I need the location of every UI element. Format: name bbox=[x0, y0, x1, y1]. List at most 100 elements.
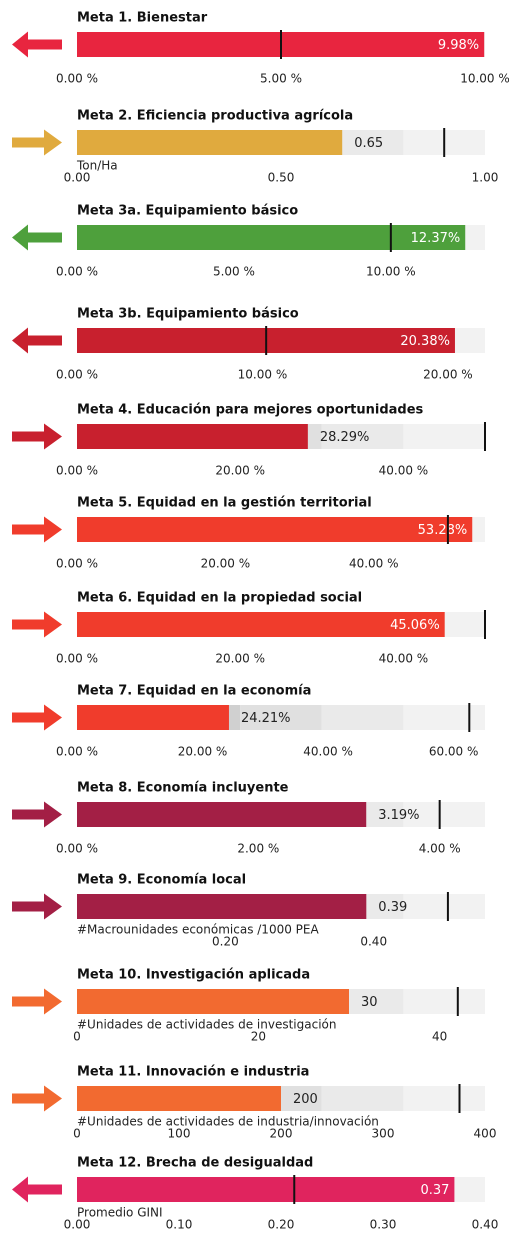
value-label: 30 bbox=[361, 995, 378, 1010]
x-tick-label: 10.00 % bbox=[238, 368, 288, 382]
range-band bbox=[321, 1086, 404, 1111]
x-tick-label: 0.00 % bbox=[56, 265, 98, 279]
x-tick-label: 40.00 % bbox=[379, 652, 429, 666]
value-label: 28.29% bbox=[320, 430, 370, 445]
x-tick-label: 100 bbox=[168, 1127, 191, 1141]
x-tick-label: 0.10 bbox=[166, 1218, 193, 1232]
chart-title: Meta 11. Innovación e industria bbox=[77, 1065, 309, 1080]
x-tick-label: 0.20 bbox=[268, 1218, 295, 1232]
range-band bbox=[321, 705, 404, 730]
x-tick-label: 0 bbox=[73, 1030, 81, 1044]
x-tick-label: 0.00 % bbox=[56, 745, 98, 759]
x-tick-label: 2.00 % bbox=[237, 842, 279, 856]
value-label: 12.37% bbox=[411, 231, 461, 246]
bar bbox=[77, 1177, 455, 1202]
x-tick-label: 400 bbox=[474, 1127, 497, 1141]
x-tick-label: 40.00 % bbox=[379, 464, 429, 478]
range-band bbox=[403, 424, 485, 449]
chart-title: Meta 10. Investigación aplicada bbox=[77, 968, 310, 983]
x-tick-label: 0.00 bbox=[64, 171, 91, 185]
bar bbox=[77, 894, 367, 919]
chart-title: Meta 2. Eficiencia productiva agrícola bbox=[77, 109, 353, 124]
chart-title: Meta 9. Economía local bbox=[77, 873, 246, 888]
x-tick-label: 20.00 % bbox=[201, 557, 251, 571]
bar bbox=[77, 517, 473, 542]
value-label: 200 bbox=[293, 1092, 318, 1107]
x-tick-label: 40.00 % bbox=[349, 557, 399, 571]
range-band bbox=[403, 705, 485, 730]
x-tick-label: 4.00 % bbox=[419, 842, 461, 856]
value-label: 0.37 bbox=[420, 1183, 449, 1198]
x-tick-label: 20.00 % bbox=[423, 368, 473, 382]
range-band bbox=[403, 1086, 485, 1111]
x-tick-label: 0.00 % bbox=[56, 652, 98, 666]
x-tick-label: 0.40 bbox=[360, 935, 387, 949]
bar bbox=[77, 424, 308, 449]
direction-arrow bbox=[12, 1085, 62, 1112]
chart-title: Meta 1. Bienestar bbox=[77, 11, 208, 26]
bar bbox=[77, 130, 343, 155]
x-tick-label: 0 bbox=[73, 1127, 81, 1141]
x-tick-label: 40.00 % bbox=[303, 745, 353, 759]
chart-title: Meta 5. Equidad en la gestión territoria… bbox=[77, 496, 372, 511]
direction-arrow bbox=[12, 327, 62, 354]
x-tick-label: 0.00 % bbox=[56, 464, 98, 478]
value-label: 24.21% bbox=[241, 711, 291, 726]
chart-title: Meta 7. Equidad en la economía bbox=[77, 684, 311, 699]
direction-arrow bbox=[12, 129, 62, 156]
x-tick-label: 60.00 % bbox=[429, 745, 479, 759]
unit-label: #Unidades de actividades de industria/in… bbox=[77, 1115, 379, 1129]
x-tick-label: 20 bbox=[251, 1030, 266, 1044]
value-label: 53.28% bbox=[418, 523, 468, 538]
chart-title: Meta 8. Economía incluyente bbox=[77, 781, 289, 796]
direction-arrow bbox=[12, 611, 62, 638]
range-band bbox=[240, 705, 322, 730]
direction-arrow bbox=[12, 801, 62, 828]
bar bbox=[77, 802, 367, 827]
chart-title: Meta 12. Brecha de desigualdad bbox=[77, 1156, 313, 1171]
direction-arrow bbox=[12, 1176, 62, 1203]
unit-label: #Macrounidades económicas /1000 PEA bbox=[77, 923, 319, 937]
bar bbox=[77, 989, 349, 1014]
value-label: 9.98% bbox=[438, 38, 479, 53]
direction-arrow bbox=[12, 893, 62, 920]
x-tick-label: 200 bbox=[270, 1127, 293, 1141]
direction-arrow bbox=[12, 423, 62, 450]
range-band bbox=[403, 894, 485, 919]
bar bbox=[77, 1086, 281, 1111]
x-tick-label: 10.00 % bbox=[366, 265, 416, 279]
x-tick-label: 10.00 % bbox=[460, 72, 509, 86]
x-tick-label: 0.00 % bbox=[56, 842, 98, 856]
x-tick-label: 5.00 % bbox=[213, 265, 255, 279]
unit-label: #Unidades de actividades de investigació… bbox=[77, 1018, 336, 1032]
bar bbox=[77, 225, 466, 250]
x-tick-label: 0.20 bbox=[212, 935, 239, 949]
x-tick-label: 20.00 % bbox=[215, 652, 265, 666]
x-tick-label: 0.00 bbox=[64, 1218, 91, 1232]
bar bbox=[77, 705, 229, 730]
range-band bbox=[403, 802, 485, 827]
bar bbox=[77, 612, 445, 637]
chart-title: Meta 6. Equidad en la propiedad social bbox=[77, 591, 362, 606]
direction-arrow bbox=[12, 516, 62, 543]
x-tick-label: 0.00 % bbox=[56, 72, 98, 86]
x-tick-label: 0.30 bbox=[370, 1218, 397, 1232]
x-tick-label: 0.50 bbox=[268, 171, 295, 185]
chart-title: Meta 4. Educación para mejores oportunid… bbox=[77, 403, 424, 418]
direction-arrow bbox=[12, 224, 62, 251]
value-label: 45.06% bbox=[390, 618, 440, 633]
x-tick-label: 0.00 % bbox=[56, 557, 98, 571]
value-label: 3.19% bbox=[378, 808, 419, 823]
x-tick-label: 1.00 bbox=[472, 171, 499, 185]
range-band bbox=[321, 424, 404, 449]
x-tick-label: 20.00 % bbox=[215, 464, 265, 478]
x-tick-label: 0.40 bbox=[472, 1218, 499, 1232]
direction-arrow bbox=[12, 704, 62, 731]
value-label: 0.39 bbox=[378, 900, 407, 915]
chart-title: Meta 3a. Equipamiento básico bbox=[77, 204, 298, 219]
value-label: 0.65 bbox=[354, 136, 383, 151]
direction-arrow bbox=[12, 988, 62, 1015]
x-tick-label: 20.00 % bbox=[178, 745, 228, 759]
unit-label: Ton/Ha bbox=[76, 159, 118, 173]
chart-title: Meta 3b. Equipamiento básico bbox=[77, 307, 299, 322]
